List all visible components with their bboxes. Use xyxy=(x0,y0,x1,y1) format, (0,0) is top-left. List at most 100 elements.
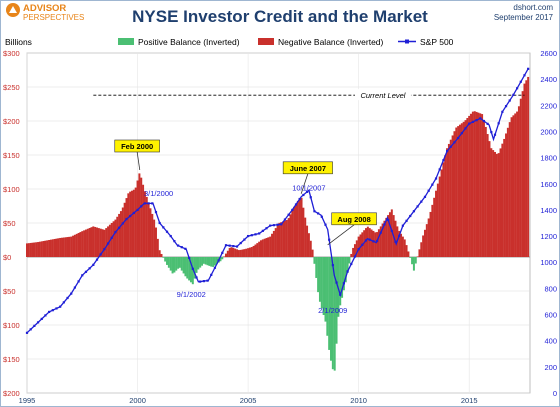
bar-negative-balance xyxy=(261,239,264,257)
bar-negative-balance xyxy=(248,247,251,257)
bar-positive-balance xyxy=(210,257,213,267)
date-label: September 2017 xyxy=(494,13,554,22)
y-right-tick-label: 0 xyxy=(553,389,557,398)
sp500-point xyxy=(379,231,382,234)
sp500-point xyxy=(213,266,217,269)
y-right-tick-label: 600 xyxy=(544,311,557,320)
sp500-point xyxy=(44,314,47,317)
sp500-point xyxy=(416,205,419,208)
bar-positive-balance xyxy=(186,257,189,279)
sp500-point xyxy=(59,305,62,308)
sp500-point xyxy=(294,203,298,206)
bar-negative-balance xyxy=(374,232,377,257)
bar-negative-balance xyxy=(492,150,495,257)
bar-negative-balance xyxy=(403,239,406,257)
callout-label: June 2007 xyxy=(290,164,326,173)
sp500-point xyxy=(265,227,268,230)
bar-positive-balance xyxy=(201,257,204,266)
y-left-tick-label: $250 xyxy=(3,83,20,92)
bar-negative-balance xyxy=(263,238,266,257)
sp500-point xyxy=(490,131,493,134)
bar-positive-balance xyxy=(188,257,191,281)
bar-negative-balance xyxy=(57,238,60,257)
bar-negative-balance xyxy=(519,98,522,257)
bar-positive-balance xyxy=(221,257,224,260)
bar-negative-balance xyxy=(131,190,134,257)
bar-positive-balance xyxy=(193,257,196,279)
sp500-point xyxy=(235,245,239,248)
bar-negative-balance xyxy=(228,247,231,257)
bar-negative-balance xyxy=(418,249,421,257)
bar-negative-balance xyxy=(62,237,65,257)
bar-negative-balance xyxy=(160,253,163,257)
y-right-tick-label: 1600 xyxy=(540,180,557,189)
bar-negative-balance xyxy=(479,113,482,257)
bar-negative-balance xyxy=(365,228,368,257)
y-left-tick-label: $150 xyxy=(3,355,20,364)
sp500-point xyxy=(114,231,117,234)
callout-box xyxy=(114,139,160,153)
bar-positive-balance xyxy=(197,257,200,270)
bar-negative-balance xyxy=(433,197,436,257)
bar-negative-balance xyxy=(44,240,47,257)
bar-positive-balance xyxy=(164,257,167,262)
bar-negative-balance xyxy=(466,118,469,258)
bar-negative-balance xyxy=(26,243,28,257)
sp500-point xyxy=(254,233,257,236)
bar-negative-balance xyxy=(282,221,285,257)
bar-negative-balance xyxy=(420,242,423,257)
sp500-point xyxy=(523,74,526,77)
sp500-point xyxy=(36,321,40,324)
bar-negative-balance xyxy=(505,133,508,257)
bar-negative-balance xyxy=(125,198,128,257)
bar-negative-balance xyxy=(280,222,283,257)
bar-negative-balance xyxy=(444,155,447,257)
sp500-point xyxy=(298,197,301,201)
bar-negative-balance xyxy=(350,253,353,257)
bar-negative-balance xyxy=(90,227,93,257)
bar-negative-balance xyxy=(265,238,268,257)
sp500-point xyxy=(258,232,261,235)
sp500-point xyxy=(169,234,172,238)
bar-positive-balance xyxy=(326,257,329,336)
sp500-point xyxy=(394,240,397,243)
sp500-point xyxy=(224,244,228,247)
bar-negative-balance xyxy=(49,239,52,257)
sp500-point xyxy=(25,331,29,334)
bar-negative-balance xyxy=(31,242,34,257)
bar-negative-balance xyxy=(446,148,449,257)
bar-negative-balance xyxy=(119,211,122,257)
bar-positive-balance xyxy=(333,257,336,371)
callout-box xyxy=(331,212,377,226)
bar-negative-balance xyxy=(453,131,456,257)
legend-label-negative: Negative Balance (Inverted) xyxy=(278,37,384,47)
callout-pointer xyxy=(300,173,309,194)
bar-negative-balance xyxy=(464,120,467,258)
y-right-tick-label: 2600 xyxy=(540,49,557,58)
bar-positive-balance xyxy=(331,257,334,370)
legend-marker-sp500 xyxy=(405,39,409,44)
bar-negative-balance xyxy=(83,230,86,257)
sp500-point xyxy=(184,247,187,250)
sp500-point xyxy=(390,229,393,232)
bar-negative-balance xyxy=(147,202,150,257)
y-right-tick-label: 1800 xyxy=(540,154,557,163)
sp500-point xyxy=(176,244,180,247)
bar-negative-balance xyxy=(482,119,485,257)
bar-negative-balance xyxy=(490,148,493,257)
sp500-point xyxy=(346,270,349,273)
sp500-point xyxy=(62,301,65,304)
bar-negative-balance xyxy=(405,245,408,257)
sp500-point xyxy=(232,245,235,248)
sp500-point xyxy=(339,293,342,296)
sp500-point xyxy=(317,212,320,215)
bar-negative-balance xyxy=(508,122,511,257)
bar-positive-balance xyxy=(180,257,183,271)
bar-negative-balance xyxy=(70,236,73,257)
sp500-point xyxy=(165,230,169,233)
sp500-point xyxy=(431,183,434,186)
sp500-point xyxy=(335,281,338,284)
sp500-point xyxy=(405,219,408,222)
bar-negative-balance xyxy=(460,123,463,258)
bar-negative-balance xyxy=(514,113,517,257)
